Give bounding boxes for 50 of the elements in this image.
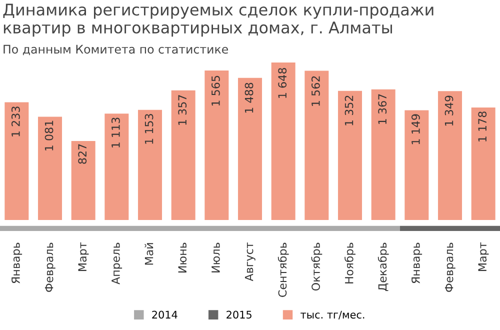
bar	[104, 114, 129, 220]
bar	[438, 91, 462, 220]
legend-label: тыс. тг/мес.	[300, 310, 364, 320]
data-label: 1 648	[278, 68, 287, 98]
data-label: 1 149	[411, 114, 420, 144]
text: 2014	[152, 310, 178, 319]
data-label: 1 357	[178, 95, 187, 125]
bar	[371, 89, 396, 220]
x-tick-label: Октябрь	[311, 242, 322, 291]
bar	[338, 90, 362, 220]
x-tick-label: Сентябрь	[278, 242, 289, 297]
data-label: 1 081	[44, 120, 54, 150]
x-tick-label: Декабрь	[378, 242, 389, 292]
x-tick-label: Март	[478, 242, 489, 271]
x-tick-label: Январь	[12, 242, 22, 284]
bar	[271, 62, 296, 220]
chart-subtitle: По данным Комитета по статистике	[4, 44, 228, 56]
data-label: 1 562	[311, 76, 320, 106]
data-label: 1 153	[144, 114, 154, 144]
text: 2015	[226, 310, 252, 319]
data-label: 1 565	[211, 76, 220, 106]
x-tick-label: Апрель	[112, 242, 122, 284]
bar	[238, 78, 262, 220]
x-tick-label: Июль	[212, 242, 220, 272]
x-tick-label: Ноябрь	[344, 242, 356, 284]
bar	[138, 110, 162, 220]
data-label: 827	[78, 144, 87, 164]
x-tick-label: Июнь	[178, 242, 187, 272]
data-label: 1 352	[344, 96, 354, 126]
chart-title: Динамика регистрируемых сделок купли-продажи квартир в многоквартирных домах, г. Алматы	[3, 4, 434, 37]
bar	[204, 70, 229, 220]
x-tick-label: Май	[144, 243, 154, 265]
x-tick-label: Февраль	[444, 242, 456, 292]
bar	[71, 140, 96, 220]
x-tick-label: Февраль	[44, 242, 56, 292]
data-label: 1 233	[11, 106, 20, 136]
data-label: 1 349	[444, 96, 454, 126]
x-tick-label: Январь	[412, 242, 422, 284]
bar	[38, 116, 62, 220]
x-tick-label: Март	[78, 242, 89, 271]
bar	[404, 110, 429, 220]
bar	[4, 102, 29, 220]
data-label: 1 113	[111, 118, 120, 148]
bar	[471, 107, 496, 220]
data-label: 1 367	[378, 94, 387, 124]
bar	[304, 70, 329, 220]
data-label: 1 488	[244, 82, 254, 113]
bar	[171, 90, 196, 220]
data-label: 1 178	[478, 112, 487, 142]
x-tick-label: Август	[244, 242, 256, 282]
